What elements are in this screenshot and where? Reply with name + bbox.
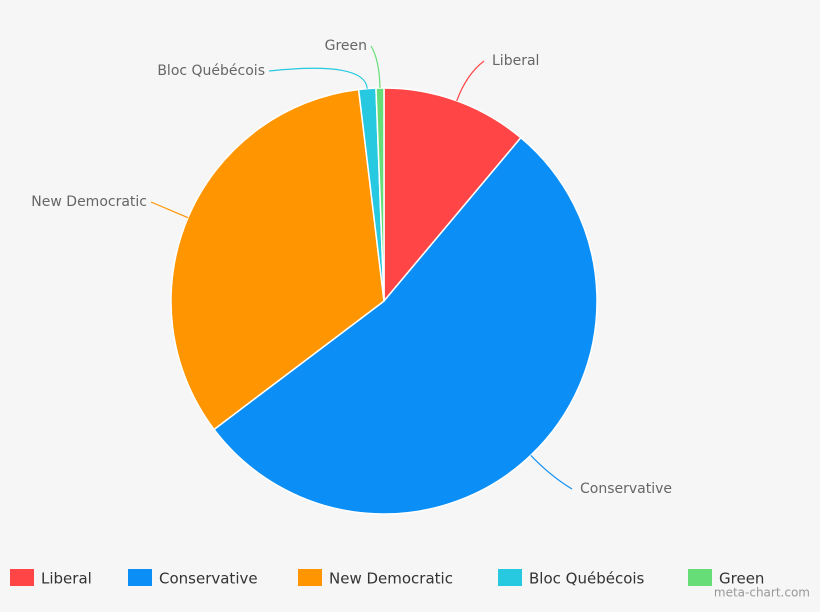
legend-label: Bloc Québécois (529, 570, 645, 588)
watermark: meta-chart.com (714, 586, 810, 600)
slice-label: Conservative (580, 481, 672, 497)
leader-line (268, 67, 368, 89)
leader-line (456, 60, 485, 102)
legend-label: Liberal (41, 570, 92, 588)
pie-slice (383, 87, 522, 304)
leader-line (370, 45, 381, 89)
legend-swatch (10, 569, 34, 586)
slice-label: Liberal (492, 53, 539, 69)
pie-slice (213, 136, 598, 515)
legend-label: Green (719, 570, 764, 588)
legend-swatch (688, 569, 712, 586)
legend-label: New Democratic (329, 570, 453, 588)
legend-swatch (128, 569, 152, 586)
legend-swatch (498, 569, 522, 586)
slice-label: New Democratic (31, 194, 147, 210)
slice-label: Green (325, 38, 367, 54)
legend-label: Conservative (159, 570, 258, 588)
leader-line (530, 454, 573, 490)
leader-line (150, 201, 189, 219)
pie-slice (170, 88, 385, 431)
slice-label: Bloc Québécois (157, 63, 265, 79)
legend-swatch (298, 569, 322, 586)
